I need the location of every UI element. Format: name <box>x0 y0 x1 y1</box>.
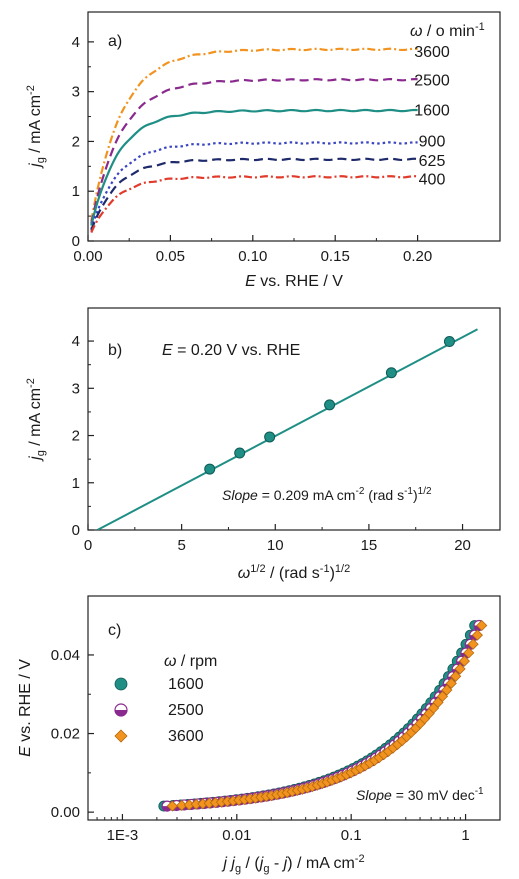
data-point-3600 <box>445 677 457 689</box>
series-line-1600 <box>90 108 418 226</box>
panel-c-y-tick-label: 0.04 <box>51 647 80 664</box>
panel-a-legend-title: ω / o min-1 <box>410 21 485 40</box>
data-point-3600 <box>463 647 475 659</box>
data-point-3600 <box>458 655 470 667</box>
data-point-3600 <box>450 670 462 682</box>
panel-b-x-tick-label: 5 <box>177 537 185 554</box>
panel-b-x-tick-label: 20 <box>454 537 471 554</box>
panel-a-x-tick-label: 0.05 <box>156 248 185 265</box>
data-point <box>204 463 216 475</box>
panel-b-y-axis-label: jg / mA cm-2 <box>25 378 47 462</box>
panel-b-x-axis-label: ω1/2 / (rad s-1)1/2 <box>238 563 350 582</box>
panel-a-y-tick-label: 4 <box>72 34 80 51</box>
data-point-3600 <box>166 800 178 812</box>
legend-marker-1600 <box>114 677 128 691</box>
series-line-2500 <box>90 78 418 224</box>
panel-c-plot <box>158 619 488 812</box>
panel-b-label: b) <box>108 342 122 359</box>
panel-a-y-tick-label: 0 <box>72 233 80 250</box>
panel-c-ticks: 1E-3 0.01 0.1 1 0.00 0.02 0.04 <box>51 647 501 844</box>
panel-a-chart: 0.00 0.05 0.10 0.15 0.20 0 1 2 3 4 3600 2500 1600 90… <box>25 11 501 290</box>
panel-b-y-tick-label: 1 <box>72 475 80 492</box>
panel-a-curves <box>90 47 418 233</box>
panel-a-y-tick-label: 1 <box>72 183 80 200</box>
data-point-3600 <box>441 684 453 696</box>
panel-c-x-tick-label: 1 <box>461 827 469 844</box>
panel-b-ticks: 0 5 10 15 20 0 1 2 3 4 <box>72 333 471 554</box>
series-line-900 <box>90 141 418 230</box>
series-label-400: 400 <box>419 171 446 188</box>
panel-c-y-axis-label: E vs. RHE / V <box>17 659 34 757</box>
data-point-3600 <box>436 690 449 702</box>
panel-c-legend-title: ω / rpm <box>164 653 217 670</box>
panel-a-x-tick-label: 0.00 <box>73 248 102 265</box>
legend-marker-2500 <box>114 703 128 717</box>
panel-c-y-tick-label: 0.02 <box>51 726 80 743</box>
data-point <box>264 431 276 443</box>
series-label-625: 625 <box>419 153 446 170</box>
legend-label-1600: 1600 <box>168 676 204 693</box>
data-point-3600 <box>476 619 488 632</box>
panel-a-y-tick-label: 3 <box>72 84 80 101</box>
panel-c-x-tick-label: 1E-3 <box>107 827 139 844</box>
panel-c-x-tick-label: 0.1 <box>341 827 362 844</box>
panel-a-ticks: 0.00 0.05 0.10 0.15 0.20 0 1 2 3 4 <box>72 34 433 265</box>
panel-c-frame <box>87 595 501 821</box>
fit-line <box>96 328 478 530</box>
series-label-1600: 1600 <box>414 103 450 120</box>
panel-a-y-axis-label: jg / mA cm-2 <box>25 85 47 169</box>
series-line-3600 <box>90 47 418 222</box>
series-label-900: 900 <box>419 133 446 150</box>
panel-b-slope-annotation: Slope = 0.209 mA cm-2 (rad s-1)1/2 <box>222 486 432 503</box>
panel-b-y-tick-label: 4 <box>72 333 80 350</box>
data-point-3600 <box>467 638 479 650</box>
panel-b-x-tick-label: 15 <box>361 537 378 554</box>
data-point <box>324 399 336 411</box>
series-label-2500: 2500 <box>414 73 450 90</box>
panel-a-y-tick-label: 2 <box>72 133 80 150</box>
data-point-3600 <box>471 629 484 641</box>
data-point-3600 <box>454 663 466 675</box>
panel-a-label: a) <box>108 33 122 50</box>
panel-c-slope-annotation: Slope = 30 mV dec-1 <box>356 786 484 803</box>
panel-b-frame <box>87 307 501 531</box>
panel-b-annotation: E = 0.20 V vs. RHE <box>162 342 300 359</box>
panel-c-x-axis-label: j jg / (jg - j) / mA cm-2 <box>221 853 364 875</box>
panel-b-x-tick-label: 10 <box>267 537 284 554</box>
legend-label-3600: 3600 <box>168 728 204 745</box>
panel-b-y-tick-label: 0 <box>72 522 80 539</box>
series-label-3600: 3600 <box>414 44 450 61</box>
data-point <box>234 447 246 459</box>
panel-a-x-axis-label: E vs. RHE / V <box>245 273 343 290</box>
panel-a-x-tick-label: 0.20 <box>403 248 432 265</box>
panel-b-plot <box>96 328 478 530</box>
panel-c-x-tick-label: 0.01 <box>222 827 251 844</box>
series-line-400 <box>90 175 418 233</box>
legend-label-2500: 2500 <box>168 702 204 719</box>
panel-b-y-tick-label: 3 <box>72 380 80 397</box>
panel-b-x-tick-label: 0 <box>84 537 92 554</box>
panel-b-y-tick-label: 2 <box>72 428 80 445</box>
data-point <box>385 367 397 379</box>
panel-c-legend: 1600 2500 3600 <box>114 676 204 745</box>
panel-a-x-tick-label: 0.10 <box>238 248 267 265</box>
panel-c-label: c) <box>108 622 121 639</box>
series-line-625 <box>90 157 418 232</box>
panel-c-y-tick-label: 0.00 <box>51 804 80 821</box>
panel-a-x-tick-label: 0.15 <box>321 248 350 265</box>
data-point <box>443 336 455 348</box>
panel-b-chart: 0 5 10 15 20 0 1 2 3 4 b) E = 0.20 V vs. RHE Slop… <box>25 307 501 582</box>
panel-c-chart: 1E-3 0.01 0.1 1 0.00 0.02 0.04 c) ω / rpm 1600… <box>17 595 501 875</box>
legend-marker-3600 <box>114 729 128 743</box>
